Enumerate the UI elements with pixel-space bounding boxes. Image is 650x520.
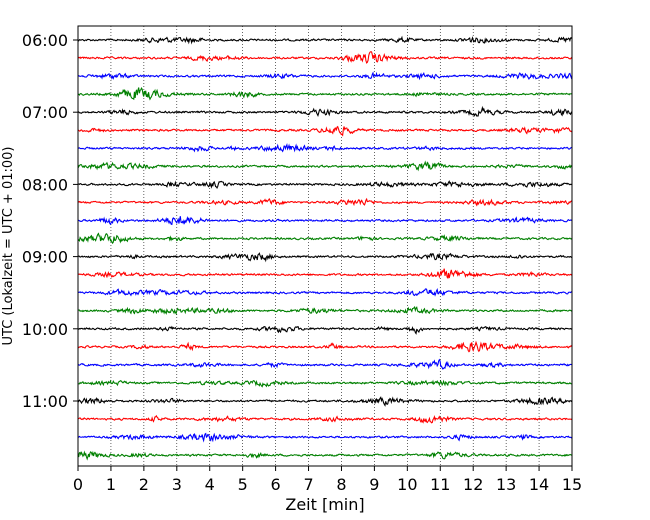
trace-line [77,232,573,245]
x-tick-label: 2 [139,475,149,494]
trace-line [77,325,573,335]
y-tick-label: 07:00 [22,103,68,122]
y-tick-label: 08:00 [22,175,68,194]
trace-line [77,215,573,226]
y-tick-label: 09:00 [22,248,68,267]
x-tick-label: 0 [73,475,83,494]
y-axis-label: UTC (Lokalzeit = UTC + 01:00) [1,147,16,346]
x-tick-label: 13 [496,475,516,494]
trace-line [77,340,573,353]
x-tick-label: 14 [529,475,549,494]
trace-line [77,86,573,101]
x-axis-label: Zeit [min] [285,495,364,514]
trace-line [77,379,572,388]
trace-line [77,414,573,424]
trace-line [77,51,573,64]
grid-lines [110,26,540,466]
trace-line [77,35,573,45]
trace-line [77,105,573,117]
x-tick-label: 5 [238,475,248,494]
trace-line [77,305,573,315]
trace-line [77,197,573,207]
x-tick-label: 6 [271,475,281,494]
trace-line [77,432,573,443]
trace-line [77,160,573,172]
x-tick-label: 9 [369,475,379,494]
x-tick-label: 4 [205,475,215,494]
trace-line [77,252,573,263]
y-tick-label: 11:00 [22,392,68,411]
trace-line [77,358,573,370]
y-tick-label: 10:00 [22,320,68,339]
x-tick-label: 10 [397,475,417,494]
trace-line [77,125,573,137]
trace-line [77,450,573,461]
x-tick-label: 7 [303,475,313,494]
x-tick-label: 8 [336,475,346,494]
trace-line [77,268,573,280]
x-tick-label: 11 [430,475,450,494]
plot-frame [77,25,573,467]
x-tick-label: 3 [172,475,182,494]
trace-line [77,288,573,297]
trace-line [77,396,573,407]
trace-line [77,180,573,190]
trace-lines [77,35,573,461]
y-axis-ticks: 06:00 07:00 08:00 09:00 10:00 11:00 [22,31,78,411]
trace-line [77,71,573,81]
y-tick-label: 06:00 [22,31,68,50]
x-tick-label: 1 [106,475,116,494]
x-tick-label: 15 [562,475,582,494]
trace-line [77,143,573,153]
x-axis-ticks: 0 1 2 3 4 5 6 7 8 9 10 11 12 13 14 15 [73,466,582,494]
x-tick-label: 12 [463,475,483,494]
